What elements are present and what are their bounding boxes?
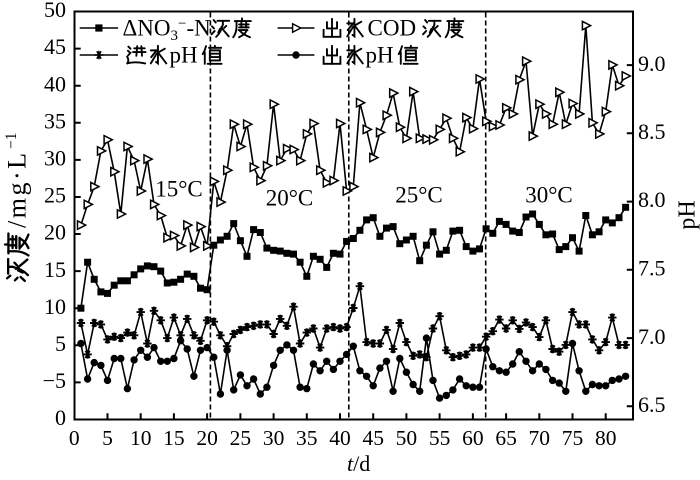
svg-text:40: 40 xyxy=(44,71,66,96)
svg-text:ΔNO3−-N: ΔNO3−-N xyxy=(123,16,212,45)
svg-text:30°C: 30°C xyxy=(525,183,573,208)
svg-text:6.5: 6.5 xyxy=(638,392,666,417)
svg-text:COD: COD xyxy=(368,16,417,41)
svg-text:25: 25 xyxy=(44,183,66,208)
svg-text:35: 35 xyxy=(296,426,318,450)
svg-text:25: 25 xyxy=(230,426,252,450)
svg-text:60: 60 xyxy=(462,426,484,450)
svg-text:7.0: 7.0 xyxy=(638,324,666,349)
svg-text:10: 10 xyxy=(44,294,66,319)
svg-text:8.5: 8.5 xyxy=(638,119,666,144)
svg-text:55: 55 xyxy=(429,426,451,450)
svg-text:pH: pH xyxy=(170,43,198,68)
svg-text:5: 5 xyxy=(102,426,113,450)
svg-text:15: 15 xyxy=(163,426,185,450)
svg-text:/mg·L: /mg·L xyxy=(3,151,32,229)
svg-text:50: 50 xyxy=(44,0,66,22)
svg-text:25°C: 25°C xyxy=(395,183,443,208)
svg-text:40: 40 xyxy=(329,426,351,450)
svg-text:−1: −1 xyxy=(3,133,20,150)
svg-text:20: 20 xyxy=(44,220,66,245)
svg-text:8.0: 8.0 xyxy=(638,187,666,212)
svg-text:65: 65 xyxy=(495,426,517,450)
svg-text:15: 15 xyxy=(44,257,66,282)
svg-text:45: 45 xyxy=(44,34,66,59)
svg-text:−5: −5 xyxy=(43,368,66,393)
svg-text:t/d: t/d xyxy=(347,451,370,475)
svg-text:7.5: 7.5 xyxy=(638,256,666,281)
svg-text:pH: pH xyxy=(366,43,394,68)
svg-text:80: 80 xyxy=(595,426,617,450)
svg-text:75: 75 xyxy=(562,426,584,450)
svg-text:45: 45 xyxy=(362,426,384,450)
svg-text:70: 70 xyxy=(529,426,551,450)
svg-text:9.0: 9.0 xyxy=(638,51,666,76)
svg-text:20: 20 xyxy=(196,426,218,450)
svg-text:35: 35 xyxy=(44,108,66,133)
svg-text:0: 0 xyxy=(69,426,80,450)
svg-text:30: 30 xyxy=(44,146,66,171)
svg-text:5: 5 xyxy=(55,331,66,356)
svg-text:20°C: 20°C xyxy=(266,186,314,211)
svg-text:0: 0 xyxy=(55,405,66,430)
svg-text:pH: pH xyxy=(675,200,700,229)
svg-text:10: 10 xyxy=(130,426,152,450)
svg-text:15°C: 15°C xyxy=(155,177,203,202)
svg-text:30: 30 xyxy=(263,426,285,450)
svg-text:50: 50 xyxy=(396,426,418,450)
